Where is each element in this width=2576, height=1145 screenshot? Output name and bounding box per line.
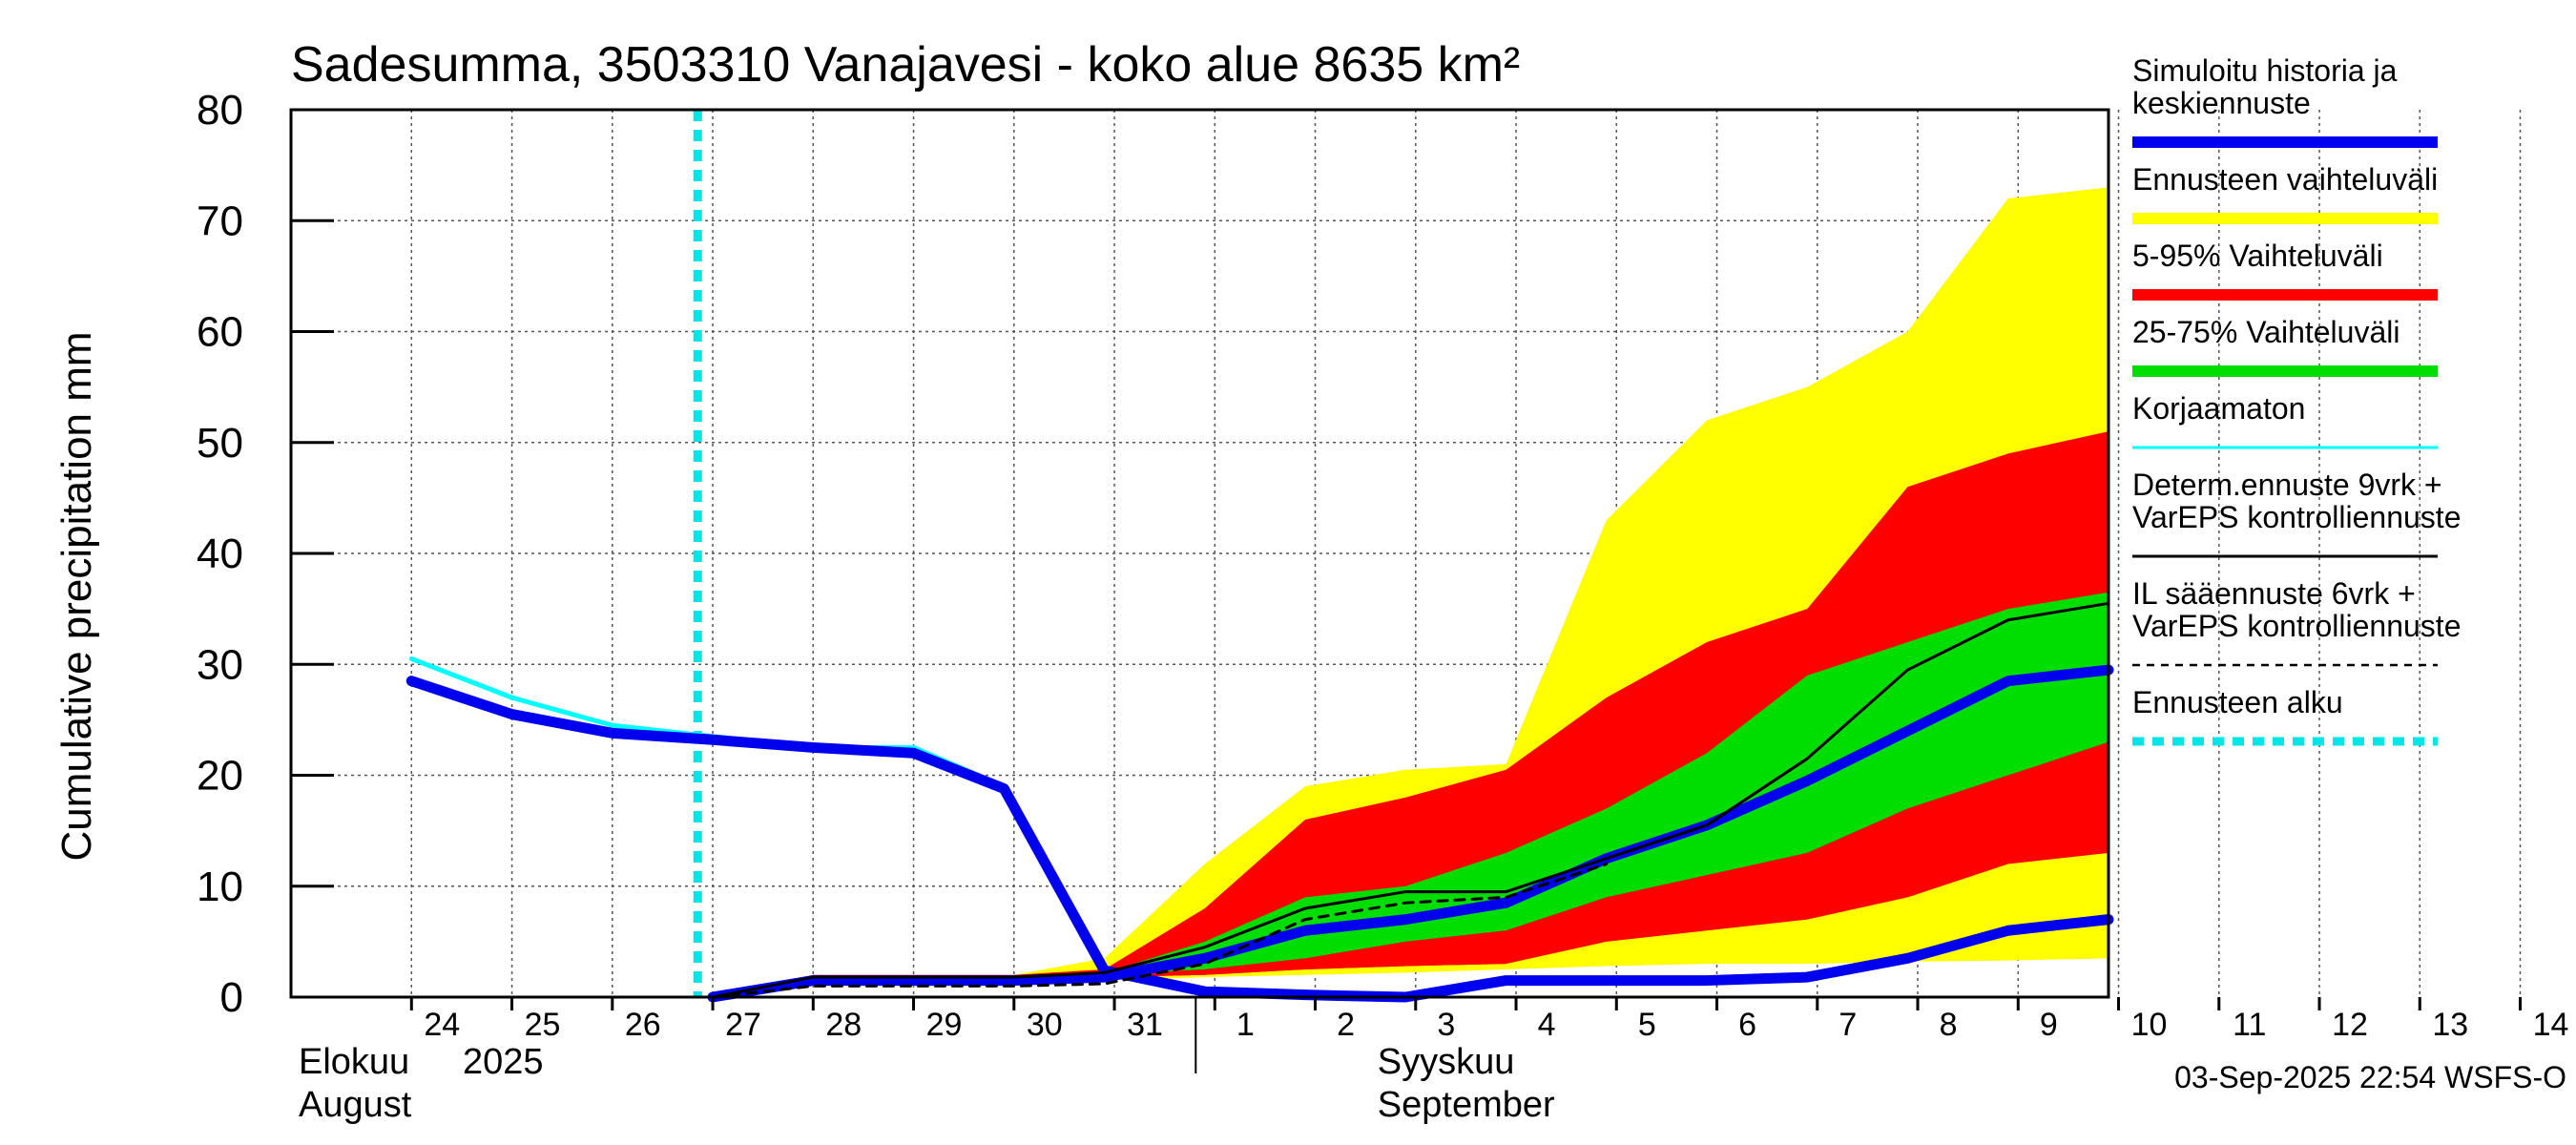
y-axis-label: Cumulative precipitation mm xyxy=(53,331,100,861)
x-tick-label: 6 xyxy=(1738,1007,1756,1043)
legend-label: Determ.ennuste 9vrk + xyxy=(2132,468,2442,502)
legend-item-7: Ennusteen alku xyxy=(2132,685,2438,746)
y-tick-label: 10 xyxy=(197,864,243,910)
legend-label: keskiennuste xyxy=(2132,86,2311,120)
x-tick-label: 14 xyxy=(2533,1007,2569,1043)
x-tick-label: 13 xyxy=(2432,1007,2468,1043)
x-tick-label: 11 xyxy=(2233,1007,2266,1043)
x-tick-label: 25 xyxy=(525,1007,561,1043)
y-tick-label: 70 xyxy=(197,198,243,244)
legend-item-1: Ennusteen vaihteluväli xyxy=(2132,162,2438,224)
y-tick-label: 20 xyxy=(197,753,243,800)
series-line-4 xyxy=(711,863,1609,999)
timestamp: 03-Sep-2025 22:54 WSFS-O xyxy=(2174,1060,2566,1094)
x-tick-label: 10 xyxy=(2131,1007,2168,1043)
legend-item-3: 25-75% Vaihteluväli xyxy=(2132,315,2438,377)
x-tick-label: 2 xyxy=(1337,1007,1355,1043)
x-tick-label: 24 xyxy=(424,1007,460,1043)
legend-item-6: IL sääennuste 6vrk + VarEPS kontrollienn… xyxy=(2132,576,2461,667)
y-tick-label: 40 xyxy=(197,531,243,577)
plot-area xyxy=(291,109,2522,1003)
y-tick-label: 0 xyxy=(220,974,243,1021)
x-tick-label: 9 xyxy=(2040,1007,2058,1043)
x-tick-label: 31 xyxy=(1127,1007,1163,1043)
legend-label: IL sääennuste 6vrk + xyxy=(2132,576,2416,611)
legend-label: Korjaamaton xyxy=(2132,391,2305,426)
series-line-2 xyxy=(707,664,2114,1003)
x-tick-label: 5 xyxy=(1638,1007,1656,1043)
band-3 xyxy=(713,763,2109,997)
legend-label: 25-75% Vaihteluväli xyxy=(2132,315,2399,349)
x-tick-label: 7 xyxy=(1839,1007,1857,1043)
month-label-august-fi: Elokuu xyxy=(299,1042,409,1082)
y-tick-label: 80 xyxy=(197,87,243,134)
x-tick-label: 26 xyxy=(625,1007,661,1043)
x-tick-label: 3 xyxy=(1437,1007,1455,1043)
x-tick-label: 1 xyxy=(1236,1007,1255,1043)
legend-label: VarEPS kontrolliennuste xyxy=(2132,500,2461,534)
legend-label: 5-95% Vaihteluväli xyxy=(2132,239,2383,273)
y-tick-label: 60 xyxy=(197,309,243,356)
series-line-1 xyxy=(405,676,2114,1003)
legend-item-2: 5-95% Vaihteluväli xyxy=(2132,239,2438,301)
legend-item-5: Determ.ennuste 9vrk +VarEPS kontrollienn… xyxy=(2132,468,2461,558)
x-tick-label: 4 xyxy=(1538,1007,1556,1043)
month-label-september-en: September xyxy=(1378,1085,1555,1125)
month-label-august-en: August xyxy=(299,1085,412,1125)
month-label-september-fi: Syyskuu xyxy=(1378,1042,1515,1082)
x-tick-label: 8 xyxy=(1940,1007,1958,1043)
year-label: 2025 xyxy=(463,1042,544,1082)
legend-item-4: Korjaamaton xyxy=(2132,391,2438,449)
x-tick-label: 29 xyxy=(926,1007,963,1043)
series-line-3 xyxy=(711,601,2110,999)
legend-label: Ennusteen vaihteluväli xyxy=(2132,162,2438,197)
x-tick-label: 27 xyxy=(725,1007,761,1043)
legend-label: Ennusteen alku xyxy=(2132,685,2343,719)
x-tick-label: 28 xyxy=(825,1007,862,1043)
y-tick-label: 50 xyxy=(197,420,243,467)
legend-label: VarEPS kontrolliennuste xyxy=(2132,609,2461,643)
chart-title: Sadesumma, 3503310 Vanajavesi - koko alu… xyxy=(291,37,1520,93)
legend-label: Simuloitu historia ja xyxy=(2132,53,2398,88)
y-tick-label: 30 xyxy=(197,641,243,688)
x-tick-label: 12 xyxy=(2332,1007,2368,1043)
x-tick-label: 30 xyxy=(1027,1007,1063,1043)
